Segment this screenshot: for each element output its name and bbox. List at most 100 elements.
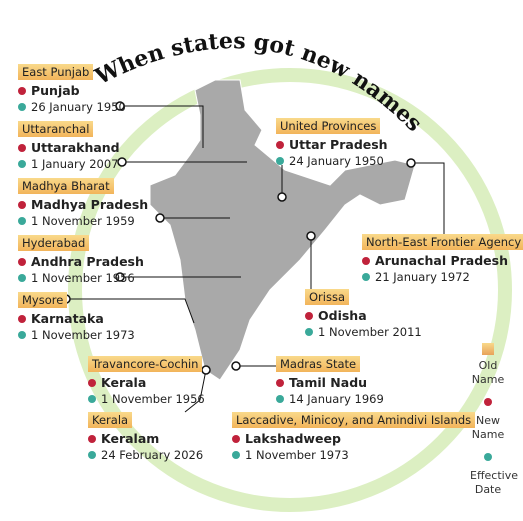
legend-swatch [484, 398, 492, 406]
old-name: North-East Frontier Agency [362, 234, 523, 250]
bullet [18, 315, 26, 323]
legend-label: Effective Date [470, 469, 518, 496]
bullet [305, 312, 313, 320]
old-name: East Punjab [18, 64, 94, 80]
bullet [18, 87, 26, 95]
map-pin [115, 272, 125, 282]
effective-date-row: 24 January 1950 [276, 153, 388, 169]
effective-date: 1 November 1973 [31, 328, 135, 342]
old-name: Laccadive, Minicoy, and Amindivi Islands [232, 412, 476, 428]
bullet [18, 274, 26, 282]
bullet [276, 157, 284, 165]
new-name: Andhra Pradesh [31, 254, 144, 269]
old-name-wrap: United Provinces [276, 118, 388, 137]
effective-date-row: 1 November 2011 [305, 324, 422, 340]
bullet [88, 435, 96, 443]
old-name: Hyderabad [18, 235, 90, 251]
state-entry: Travancore-Cochin Kerala 1 November 1956 [88, 356, 205, 407]
old-name-wrap: Laccadive, Minicoy, and Amindivi Islands [232, 412, 476, 431]
new-name-row: Tamil Nadu [276, 375, 384, 391]
effective-date: 1 November 1959 [31, 214, 135, 228]
effective-date-row: 24 February 2026 [88, 447, 203, 463]
new-name: Arunachal Pradesh [375, 253, 508, 268]
bullet [18, 144, 26, 152]
effective-date: 1 November 2011 [318, 325, 422, 339]
map-pin [406, 158, 416, 168]
old-name-wrap: North-East Frontier Agency [362, 234, 523, 253]
state-entry: Madras State Tamil Nadu 14 January 1969 [276, 356, 384, 407]
effective-date: 1 November 1956 [31, 271, 135, 285]
new-name: Uttarakhand [31, 140, 120, 155]
state-entry: United Provinces Uttar Pradesh 24 January … [276, 118, 388, 169]
effective-date-row: 1 November 1956 [18, 270, 144, 286]
bullet [88, 395, 96, 403]
old-name-wrap: Orissa [305, 289, 422, 308]
bullet [18, 331, 26, 339]
state-entry: North-East Frontier Agency Arunachal Prad… [362, 234, 523, 285]
new-name: Madhya Pradesh [31, 197, 149, 212]
new-name: Punjab [31, 83, 80, 98]
effective-date-row: 1 November 1973 [18, 327, 135, 343]
bullet [18, 258, 26, 266]
bullet [276, 379, 284, 387]
old-name: Kerala [88, 412, 133, 428]
old-name-wrap: Madhya Bharat [18, 178, 148, 197]
new-name-row: Kerala [88, 375, 205, 391]
state-entry: Mysore Karnataka 1 November 1973 [18, 292, 135, 343]
new-name-row: Uttar Pradesh [276, 137, 388, 153]
effective-date: 14 January 1969 [289, 392, 384, 406]
old-name: Uttaranchal [18, 121, 94, 137]
old-name: Madhya Bharat [18, 178, 114, 194]
effective-date: 1 January 2007 [31, 157, 119, 171]
new-name-row: Punjab [18, 83, 126, 99]
map-pin [117, 157, 127, 167]
leader-line [120, 105, 204, 148]
legend-label: New Name [471, 414, 505, 441]
new-name-row: Uttarakhand [18, 140, 120, 156]
map-pin [115, 101, 125, 111]
state-entry: Hyderabad Andhra Pradesh 1 November 1956 [18, 235, 144, 286]
map-pin [277, 192, 287, 202]
legend-label: Old Name [471, 359, 505, 386]
old-name: United Provinces [276, 118, 381, 134]
new-name: Kerala [101, 375, 147, 390]
new-name: Lakshadweep [245, 431, 341, 446]
new-name-row: Madhya Pradesh [18, 197, 148, 213]
new-name-row: Odisha [305, 308, 422, 324]
new-name-row: Arunachal Pradesh [362, 253, 523, 269]
new-name: Tamil Nadu [289, 375, 368, 390]
leader-line [184, 369, 207, 413]
bullet [18, 160, 26, 168]
new-name-row: Lakshadweep [232, 431, 475, 447]
new-name-row: Keralam [88, 431, 203, 447]
old-name-wrap: Mysore [18, 292, 135, 311]
old-name: Orissa [305, 289, 350, 305]
state-entry: Uttaranchal Uttarakhand 1 January 2007 [18, 121, 120, 172]
map-pin [306, 231, 316, 241]
new-name-row: Andhra Pradesh [18, 254, 144, 270]
bullet [88, 451, 96, 459]
bullet [362, 273, 370, 281]
map-pin [155, 213, 165, 223]
new-name: Odisha [318, 308, 367, 323]
effective-date: 1 November 1973 [245, 448, 349, 462]
effective-date: 24 February 2026 [101, 448, 204, 462]
bullet [276, 395, 284, 403]
bullet [88, 379, 96, 387]
state-entry: Orissa Odisha 1 November 2011 [305, 289, 422, 340]
bullet [276, 141, 284, 149]
state-entry: Madhya Bharat Madhya Pradesh 1 November 19… [18, 178, 148, 229]
new-name-row: Karnataka [18, 311, 135, 327]
state-entry: Kerala Keralam 24 February 2026 [88, 412, 203, 463]
new-name: Uttar Pradesh [289, 137, 388, 152]
effective-date: 26 January 1950 [31, 100, 126, 114]
effective-date-row: 14 January 1969 [276, 391, 384, 407]
map-pin [231, 361, 241, 371]
bullet [362, 257, 370, 265]
old-name: Madras State [276, 356, 361, 372]
bullet [232, 451, 240, 459]
old-name: Travancore-Cochin [88, 356, 203, 372]
old-name-wrap: Hyderabad [18, 235, 144, 254]
legend-swatch [482, 343, 494, 355]
